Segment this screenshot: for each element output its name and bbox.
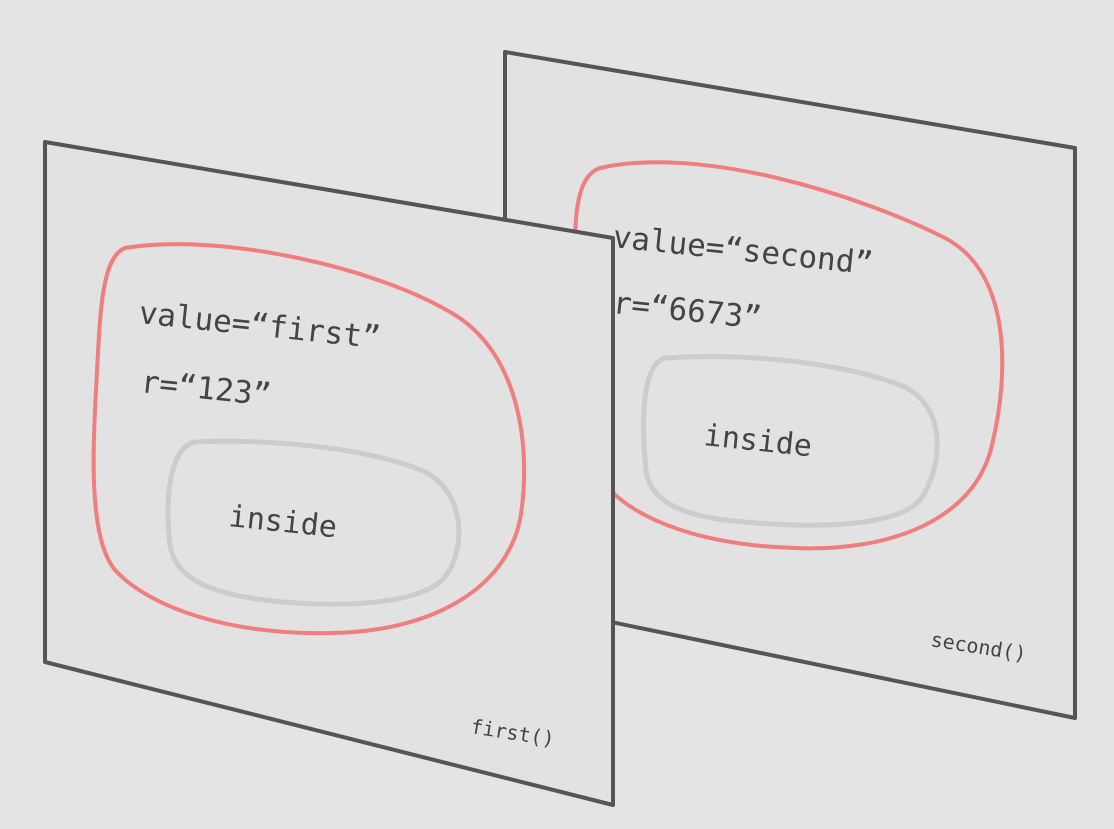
frame-first: value=“first” r=“123” inside first() xyxy=(43,140,615,807)
frame-second-inner-outline xyxy=(641,354,940,528)
frame-second: value=“second” r=“6673” inside second() xyxy=(503,50,1077,720)
frame-first-scope-outline xyxy=(91,242,527,636)
frame-first-inner-outline xyxy=(165,438,462,607)
frame-first-panel xyxy=(43,140,615,807)
